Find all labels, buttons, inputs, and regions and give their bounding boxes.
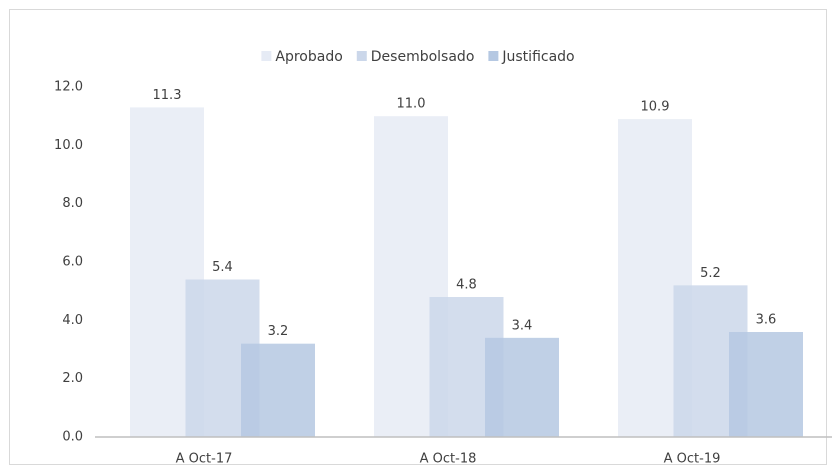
legend-swatch (356, 51, 367, 61)
data-label: 3.6 (756, 313, 777, 328)
y-tick-label: 2.0 (62, 371, 83, 386)
y-tick-label: 4.0 (62, 313, 83, 328)
bar (241, 343, 315, 437)
y-tick-label: 10.0 (54, 138, 83, 153)
data-label: 5.4 (212, 260, 233, 275)
legend-swatch (261, 51, 272, 61)
data-label: 4.8 (456, 278, 477, 293)
x-tick-label: A Oct-18 (420, 452, 477, 467)
data-label: 11.3 (153, 88, 182, 103)
legend-swatch (488, 51, 499, 61)
bar (485, 337, 559, 437)
data-label: 5.2 (700, 266, 721, 281)
y-tick-label: 12.0 (54, 80, 83, 95)
y-tick-label: 6.0 (62, 255, 83, 270)
x-tick-label: A Oct-17 (176, 452, 233, 467)
legend-label: Justificado (501, 49, 574, 65)
data-label: 11.0 (397, 97, 426, 112)
y-tick-label: 8.0 (62, 196, 83, 211)
data-label: 3.4 (512, 318, 533, 333)
legend-label: Desembolsado (371, 49, 475, 65)
data-label: 10.9 (641, 100, 670, 115)
data-label: 3.2 (268, 324, 289, 339)
y-tick-label: 0.0 (62, 430, 83, 445)
legend-label: Aprobado (275, 49, 342, 65)
x-tick-label: A Oct-19 (664, 452, 721, 467)
bar (729, 332, 803, 437)
